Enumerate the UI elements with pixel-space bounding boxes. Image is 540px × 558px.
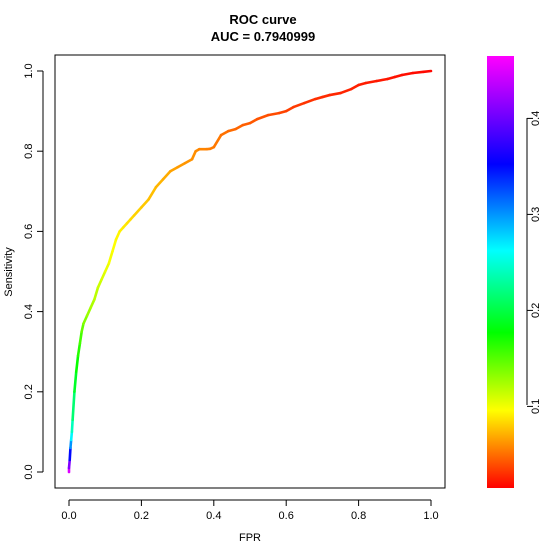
x-tick-label: 0.6 xyxy=(279,510,294,522)
roc-segment xyxy=(71,390,76,422)
roc-segment xyxy=(68,446,72,462)
roc-segment xyxy=(74,354,80,374)
colorbar-tick-label: 0.1 xyxy=(530,399,540,414)
roc-segment xyxy=(76,342,82,358)
roc-segment xyxy=(176,161,187,169)
x-tick-label: 0.4 xyxy=(206,510,221,522)
roc-segment xyxy=(70,418,74,434)
roc-segment xyxy=(69,430,74,442)
roc-segment xyxy=(89,298,96,309)
colorbar-tick-label: 0.2 xyxy=(530,303,540,318)
roc-segment xyxy=(284,105,295,113)
roc-segment xyxy=(292,101,306,109)
y-axis: 0.0 0.2 0.4 0.6 0.8 1.0 xyxy=(23,63,44,480)
roc-segment xyxy=(364,79,379,85)
chart-subtitle: AUC = 0.7940999 xyxy=(211,29,315,44)
roc-segment xyxy=(154,177,165,189)
roc-segment xyxy=(78,330,83,345)
chart-title: ROC curve xyxy=(229,12,296,27)
y-tick-label: 0.4 xyxy=(23,304,35,319)
roc-segment xyxy=(422,69,433,74)
roc-segment xyxy=(339,87,353,95)
y-tick-label: 1.0 xyxy=(23,63,35,78)
roc-segment xyxy=(80,322,85,333)
y-tick-label: 0.0 xyxy=(23,464,35,479)
roc-segment xyxy=(73,370,78,394)
roc-segment xyxy=(375,77,389,83)
roc-segment xyxy=(234,123,245,131)
plot-frame xyxy=(54,54,446,489)
roc-segment xyxy=(69,438,73,450)
roc-segment xyxy=(132,206,143,217)
roc-segment xyxy=(219,129,230,137)
roc-segment xyxy=(328,91,342,97)
roc-segment xyxy=(169,165,179,173)
roc-segment xyxy=(103,262,111,273)
y-tick-label: 0.8 xyxy=(23,144,35,159)
roc-segment xyxy=(93,286,100,301)
roc-segment xyxy=(161,169,172,181)
roc-segment xyxy=(266,111,281,117)
roc-curve xyxy=(67,69,433,474)
colorbar-tick-label: 0.3 xyxy=(530,207,540,222)
roc-segment xyxy=(140,198,150,209)
y-axis-label: Sensitivity xyxy=(3,247,15,297)
roc-segment xyxy=(67,458,72,470)
roc-segment xyxy=(147,185,158,201)
colorbar xyxy=(487,56,514,488)
roc-segment xyxy=(111,238,118,253)
x-axis-label: FPR xyxy=(239,532,261,544)
roc-segment xyxy=(82,314,89,325)
x-tick-label: 0.2 xyxy=(134,510,149,522)
y-tick-label: 0.2 xyxy=(23,384,35,399)
roc-segment xyxy=(107,250,114,265)
roc-segment xyxy=(183,157,194,165)
roc-segment xyxy=(411,70,426,75)
y-tick-label: 0.6 xyxy=(23,224,35,239)
roc-segment xyxy=(190,149,197,161)
roc-segment xyxy=(100,270,107,281)
roc-segment xyxy=(302,97,317,105)
roc-segment xyxy=(212,133,223,149)
roc-segment xyxy=(96,278,103,289)
colorbar-tick-label: 0.4 xyxy=(530,111,540,126)
x-tick-label: 1.0 xyxy=(423,510,438,522)
colorbar-axis: 0.1 0.2 0.3 0.4 xyxy=(526,111,540,414)
x-tick-label: 0.8 xyxy=(351,510,366,522)
roc-segment xyxy=(114,230,121,241)
roc-segment xyxy=(85,306,93,317)
roc-segment xyxy=(350,83,360,91)
roc-segment xyxy=(255,113,270,121)
roc-segment xyxy=(400,71,415,77)
x-tick-label: 0.0 xyxy=(61,510,76,522)
roc-segment xyxy=(248,117,259,125)
x-axis: 0.0 0.2 0.4 0.6 0.8 1.0 xyxy=(61,499,439,522)
